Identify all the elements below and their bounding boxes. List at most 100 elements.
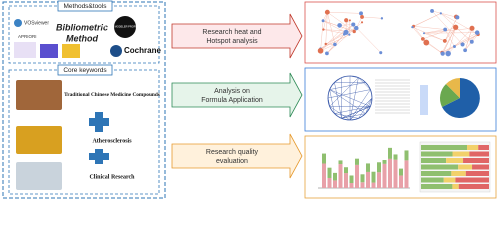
step-label: Hotspot analysis [206, 38, 258, 45]
network-node [469, 39, 474, 44]
plus-icon [89, 112, 109, 132]
arrow-orange [171, 133, 303, 179]
rob-bar [452, 184, 459, 189]
network-edge [444, 27, 456, 42]
rob-bar [465, 171, 489, 176]
network-node [351, 22, 356, 27]
pie-slice [442, 78, 480, 118]
step-label: Formula Application [201, 97, 263, 104]
step-label: Analysis on [214, 88, 250, 95]
network-node [360, 21, 364, 24]
keyword: Atherosclerosis [92, 138, 132, 144]
network-edge [464, 28, 473, 51]
plus-icon [89, 149, 109, 164]
pie-bar [420, 85, 428, 115]
rob-bar [472, 164, 489, 170]
rob-bar [452, 151, 470, 157]
network-node [321, 19, 325, 23]
network-edge [327, 12, 362, 14]
network-node [445, 50, 451, 57]
bar-thumb [393, 154, 398, 160]
network-node [344, 18, 349, 23]
rob-bar [446, 158, 464, 163]
network-edge [329, 89, 366, 114]
network-node [324, 42, 327, 46]
network-edge [431, 10, 463, 45]
bar-thumb [333, 180, 337, 188]
bar-thumb [404, 160, 409, 188]
rob-bar [421, 145, 468, 150]
keywords-title: Core keywords [63, 67, 107, 74]
network-node [317, 47, 324, 54]
network-node [324, 9, 330, 15]
bar-thumb [377, 162, 381, 173]
rob-bar [421, 171, 452, 176]
tool: Bibliometric [56, 22, 108, 32]
step-label: Research heat and [202, 29, 261, 36]
methods-title: Methods&tools [64, 3, 108, 10]
network-edge [325, 12, 328, 45]
network-node [452, 45, 456, 48]
vosviewer-icon [14, 19, 22, 27]
tool-icon [40, 44, 58, 58]
bar-thumb [327, 177, 332, 188]
rob-bar [478, 145, 489, 150]
rob-bar [443, 177, 456, 183]
bar-thumb [322, 163, 326, 188]
network-node [342, 32, 346, 36]
network-edge [349, 77, 359, 121]
rob-bar [467, 145, 479, 150]
network-edge [358, 77, 371, 90]
bar-thumb [327, 167, 332, 178]
step-label: evaluation [216, 158, 248, 165]
cochrane-icon [110, 45, 122, 57]
network-node [442, 39, 447, 43]
tool: Method [66, 33, 98, 43]
methods-title-box [57, 0, 113, 12]
network-node [380, 17, 384, 20]
network-edge [440, 13, 479, 35]
network-node [455, 15, 460, 20]
network-edge [365, 106, 371, 114]
network-edge [448, 28, 473, 54]
rob-bar [463, 158, 489, 163]
tool: APRIORI [18, 34, 37, 39]
bar-thumb [355, 158, 359, 165]
pie-slice [446, 78, 460, 98]
network-edge [412, 26, 424, 40]
network-edge [320, 20, 351, 51]
network-node [352, 29, 356, 34]
keyword: Clinical Research [89, 174, 135, 180]
network-node [348, 19, 351, 22]
network-node [421, 37, 425, 41]
network-edge [329, 89, 335, 114]
bar-thumb [355, 164, 359, 188]
network-edge [349, 97, 373, 121]
graphical-abstract: Methods&tools VOSviewer Bibliometric Met… [2, 0, 497, 199]
bar-thumb [388, 158, 392, 188]
bar-thumb [338, 164, 343, 188]
network-node [359, 11, 363, 16]
keywords-title-box [57, 64, 113, 76]
network-edge [341, 106, 371, 119]
rob-bar [469, 151, 489, 157]
herbs-photo [16, 80, 62, 110]
bar-thumb [404, 150, 409, 161]
network-edge [412, 26, 445, 42]
network-edge [341, 113, 366, 119]
network-node [440, 51, 445, 56]
bar-thumb [360, 182, 365, 188]
network-edge [426, 42, 443, 54]
bar-thumb [366, 163, 370, 172]
tool: Cochrane [124, 46, 161, 55]
network-edge [327, 89, 371, 99]
network-edge [431, 10, 458, 18]
network-edge [329, 77, 359, 107]
network-node [460, 42, 465, 47]
network-node [453, 24, 459, 30]
artery-photo [16, 126, 62, 154]
bar-thumb [382, 160, 387, 164]
network-node [430, 9, 434, 13]
network-edge [334, 113, 359, 119]
bar-thumb [371, 171, 376, 183]
